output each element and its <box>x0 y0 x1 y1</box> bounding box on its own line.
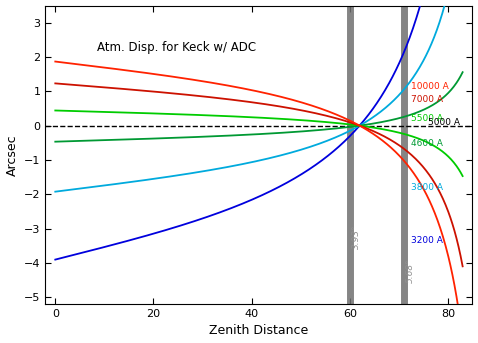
Y-axis label: Arcsec: Arcsec <box>6 134 19 176</box>
Text: 4600 A: 4600 A <box>411 139 443 148</box>
Text: Atm. Disp. for Keck w/ ADC: Atm. Disp. for Keck w/ ADC <box>97 42 256 55</box>
Text: 5500 A: 5500 A <box>411 114 443 122</box>
Text: 3800 A: 3800 A <box>411 183 443 192</box>
Text: 3200 A: 3200 A <box>411 236 443 245</box>
Text: 10000 A: 10000 A <box>411 82 449 91</box>
Text: 7000 A: 7000 A <box>411 95 443 104</box>
Text: 5000 A: 5000 A <box>428 118 460 127</box>
X-axis label: Zenith Distance: Zenith Distance <box>209 324 309 338</box>
Text: 5.68°: 5.68° <box>406 259 415 283</box>
Text: 3.93°: 3.93° <box>352 225 361 249</box>
